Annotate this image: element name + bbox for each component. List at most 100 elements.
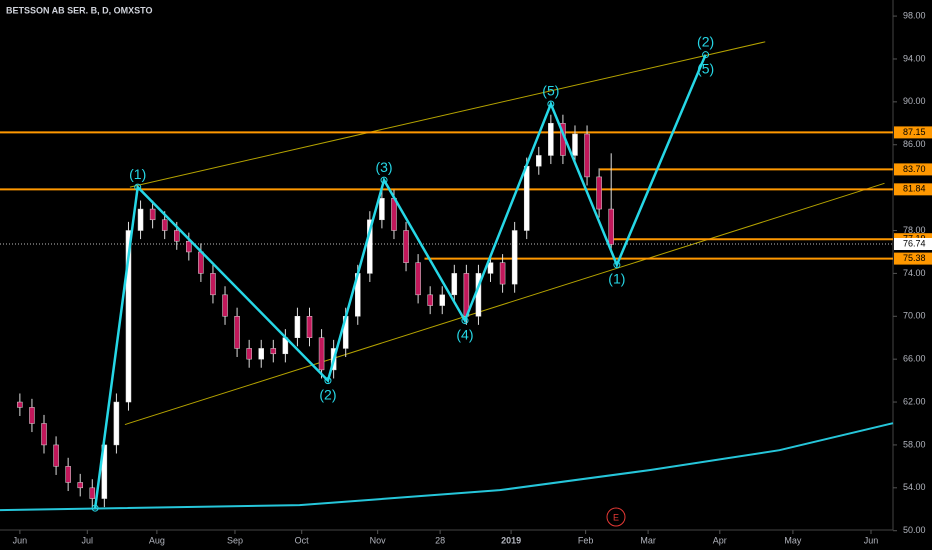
candle-body — [596, 176, 602, 210]
chart-title: BETSSON AB SER. B, D, OMXSTO — [6, 5, 153, 15]
candle-body — [65, 466, 71, 483]
candle-body — [113, 401, 120, 446]
x-tick-label: May — [784, 535, 802, 545]
y-tick-label: 74.00 — [903, 268, 926, 278]
candle-body — [125, 230, 132, 403]
plot: 98.00 94.00 90.00 86.00 78.00 74.00 70.00 66.00… — [0, 10, 926, 545]
candle-body — [89, 487, 96, 499]
x-tick-label: Feb — [578, 535, 594, 545]
wave-point — [91, 504, 99, 512]
x-tick-label: Oct — [295, 535, 310, 545]
candle-body — [523, 165, 530, 231]
price-tag — [894, 252, 932, 265]
candle-body — [499, 262, 506, 285]
wave-line — [93, 54, 707, 509]
wave-point — [613, 261, 621, 269]
y-tick-label: 62.00 — [903, 396, 926, 406]
x-tick-label: 28 — [435, 535, 445, 545]
y-tick-label: 90.00 — [903, 96, 926, 106]
candle-body — [137, 208, 144, 231]
wave-label: (5) — [697, 60, 714, 76]
x-tick-label: Sep — [227, 535, 243, 545]
candle-body — [572, 133, 578, 156]
candle-body — [584, 133, 590, 178]
candle-body — [451, 273, 458, 296]
wave-point — [380, 176, 388, 184]
candle-body — [174, 230, 180, 242]
candle-body — [427, 294, 433, 306]
wave-point — [702, 51, 710, 59]
price-tag — [894, 126, 932, 139]
wave-point — [134, 183, 142, 191]
price-tag — [894, 183, 932, 196]
wave-label: (5) — [542, 83, 559, 99]
candle-body — [439, 294, 445, 306]
y-tick-label: 50.00 — [903, 525, 926, 535]
y-tick-label: 78.00 — [903, 225, 926, 235]
candle-body — [367, 219, 373, 274]
wave-label: (2) — [697, 33, 714, 49]
channel-line — [124, 182, 885, 426]
candle-body — [149, 208, 156, 221]
overlay: (1) (2) (3) (4) (5) (1) (2) (5) 87.15 83.70 81.84 7… — [91, 33, 932, 512]
candle-body — [186, 240, 192, 253]
price-tag-label: 87.15 — [903, 127, 926, 137]
candle-body — [29, 407, 35, 424]
wave-label: (2) — [319, 386, 336, 402]
curve — [0, 422, 894, 512]
candle-body — [294, 316, 301, 338]
candle-body — [161, 219, 168, 231]
price-tag-label: 81.84 — [903, 184, 926, 194]
wave-label: (1) — [129, 166, 146, 182]
candle-body — [318, 337, 325, 371]
event-icon[interactable] — [606, 507, 626, 527]
event-icon-letter: E — [613, 512, 619, 522]
channel-line — [129, 41, 766, 188]
candle-body — [222, 294, 228, 317]
y-tick-label: 70.00 — [903, 311, 926, 321]
price-tag-label: 75.38 — [903, 253, 926, 263]
y-tick-label: 58.00 — [903, 439, 926, 449]
x-tick-label: Mar — [640, 535, 656, 545]
wave-point — [324, 377, 332, 385]
x-tick-label: Apr — [713, 535, 727, 545]
candle-body — [536, 155, 542, 167]
candle-body — [415, 262, 421, 296]
price-tag-label: 76.74 — [903, 238, 926, 248]
candle-body — [391, 198, 397, 231]
candle-body — [270, 348, 277, 355]
price-tag-label: 83.70 — [903, 164, 926, 174]
candle-body — [210, 273, 216, 296]
candle-body — [379, 198, 385, 221]
candle-body — [258, 348, 264, 360]
x-tick-label: Jun — [864, 535, 879, 545]
candle-body — [198, 251, 204, 274]
wave-label: (4) — [456, 326, 473, 342]
candle-body — [246, 348, 252, 360]
x-tick-label: Jun — [13, 535, 28, 545]
candle-body — [234, 316, 240, 349]
candle-body — [306, 316, 313, 338]
candle-body — [548, 123, 554, 156]
y-tick-label: 94.00 — [903, 53, 926, 63]
x-tick-label: Jul — [82, 535, 94, 545]
y-tick-label: 86.00 — [903, 139, 926, 149]
x-tick-label: Nov — [370, 535, 387, 545]
wave-point — [547, 100, 555, 108]
wave-label: (1) — [608, 271, 625, 287]
y-tick-label: 98.00 — [903, 10, 926, 20]
wave-point — [461, 317, 469, 325]
candle-body — [403, 230, 409, 263]
candle-body — [487, 262, 494, 274]
x-tick-label: Aug — [149, 535, 165, 545]
candle-body — [53, 444, 59, 467]
x-tick-label: 2019 — [501, 535, 521, 545]
candle-body — [41, 423, 47, 446]
price-tag — [894, 238, 932, 251]
candle-body — [17, 401, 23, 408]
price-tag — [894, 163, 932, 176]
candle-body — [511, 230, 518, 285]
y-tick-label: 54.00 — [903, 482, 926, 492]
wave-label: (3) — [375, 159, 392, 175]
